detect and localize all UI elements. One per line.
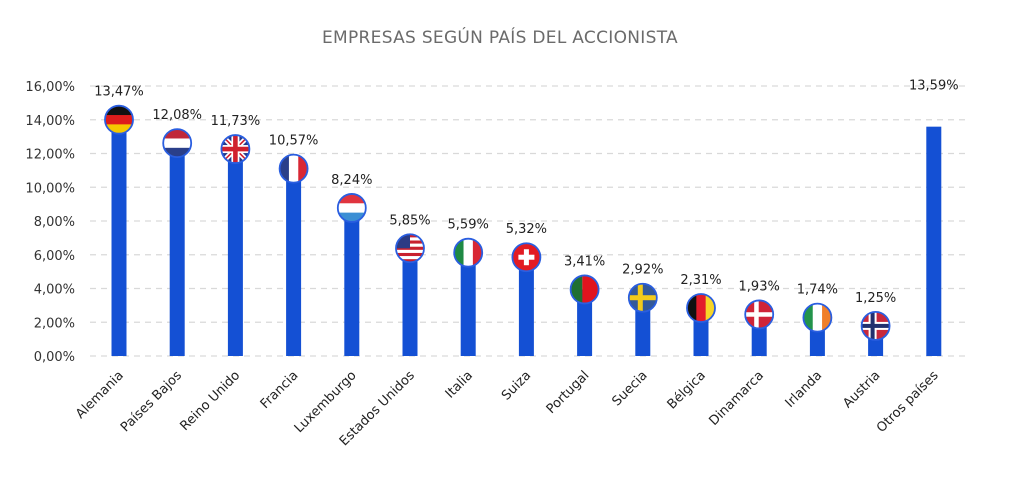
chart-title: EMPRESAS SEGÚN PAÍS DEL ACCIONISTA [322, 26, 678, 48]
flag-border [336, 193, 367, 223]
y-tick-label: 12,00% [25, 148, 75, 163]
portugal-flag-icon [570, 275, 599, 304]
bar [635, 297, 651, 356]
bar-group: 1,93% [739, 279, 780, 356]
y-tick-label: 8,00% [34, 215, 75, 230]
x-tick-label: Suiza [499, 368, 534, 403]
y-axis: 0,00% 2,00% 4,00% 6,00% 8,00% 10,00% 12,00% 14,… [25, 80, 75, 365]
x-tick-label: Dinamarca [706, 368, 767, 429]
x-tick-label: Francia [258, 368, 302, 412]
data-label: 13,59% [909, 79, 959, 94]
data-label: 10,57% [269, 134, 319, 149]
flag-border [744, 299, 775, 330]
x-tick-label: Otros países [874, 368, 942, 436]
x-tick-label: Suecia [609, 368, 650, 409]
bar-group: 13,59% [909, 79, 959, 356]
flag-border [627, 282, 658, 313]
data-label: 2,31% [680, 273, 721, 288]
luxembourg-flag-icon [337, 193, 366, 222]
bar [460, 252, 476, 356]
x-tick-label: Austria [840, 368, 883, 411]
x-tick-label: Irlanda [783, 368, 826, 411]
y-tick-label: 2,00% [34, 316, 75, 331]
france-flag-icon [279, 154, 308, 183]
flag-border [220, 134, 251, 164]
bar [402, 248, 418, 356]
data-label: 5,59% [448, 218, 489, 233]
y-tick-label: 14,00% [25, 114, 75, 129]
bar-group: 1,74% [797, 283, 838, 356]
bar [286, 168, 302, 356]
bar [344, 207, 360, 356]
bar-group: 2,31% [680, 273, 722, 356]
y-tick-label: 6,00% [34, 249, 75, 264]
data-label: 1,93% [739, 279, 780, 294]
bar-group: 13,47% [94, 85, 144, 356]
data-label: 5,85% [389, 213, 430, 228]
flag-border [104, 104, 134, 135]
bar-group: 8,24% [331, 173, 372, 356]
bar-group: 5,59% [448, 218, 489, 356]
germany-flag-icon [105, 105, 133, 134]
bar-group: 3,41% [564, 254, 605, 356]
flag-border [162, 128, 193, 159]
data-label: 8,24% [331, 173, 372, 188]
x-tick-label: Portugal [544, 368, 593, 417]
data-label: 2,92% [622, 263, 663, 278]
bar-group: 5,85% [389, 213, 431, 356]
data-label: 5,32% [506, 222, 547, 237]
x-tick-label: Reino Unido [177, 368, 243, 434]
data-label: 11,73% [211, 114, 261, 129]
y-tick-label: 4,00% [34, 283, 75, 298]
data-label: 12,08% [152, 108, 202, 123]
flag-border [802, 302, 833, 333]
ireland-flag-icon [803, 303, 832, 332]
flag-border [511, 242, 542, 273]
bar-group: 5,32% [506, 222, 547, 356]
belgium-flag-icon [687, 294, 715, 323]
data-label: 3,41% [564, 254, 605, 269]
flag-border [395, 233, 425, 264]
y-tick-label: 16,00% [25, 80, 75, 95]
data-label: 1,74% [797, 283, 838, 298]
y-tick-label: 0,00% [34, 350, 75, 365]
bar [169, 143, 185, 356]
y-tick-label: 10,00% [25, 181, 75, 196]
bar [111, 119, 127, 356]
bar-group: 2,92% [622, 263, 663, 356]
bar-group: 1,25% [855, 291, 896, 356]
italy-flag-icon [454, 238, 483, 267]
bar [926, 126, 942, 356]
x-tick-label: Alemania [73, 368, 127, 422]
netherlands-flag-icon [163, 129, 192, 158]
bar [518, 257, 534, 356]
bar-group: 12,08% [152, 108, 202, 356]
x-tick-label: Italia [443, 368, 476, 401]
data-label: 1,25% [855, 291, 896, 306]
flag-border [569, 274, 600, 305]
flag-border [860, 311, 891, 341]
bar [227, 149, 243, 356]
x-tick-label: Bélgica [665, 368, 709, 412]
x-tick-label: Países Bajos [118, 368, 185, 435]
flag-border [686, 293, 716, 323]
flag-border [278, 153, 309, 184]
bar-group: 11,73% [211, 114, 261, 356]
flag-border [453, 237, 484, 268]
bar-group: 10,57% [269, 134, 319, 356]
bar [577, 289, 593, 356]
bars: 13,47% 12,08% 11,73% 10,57% 8,24% 5,85% 5,59% 5… [94, 79, 959, 356]
data-label: 13,47% [94, 85, 144, 100]
